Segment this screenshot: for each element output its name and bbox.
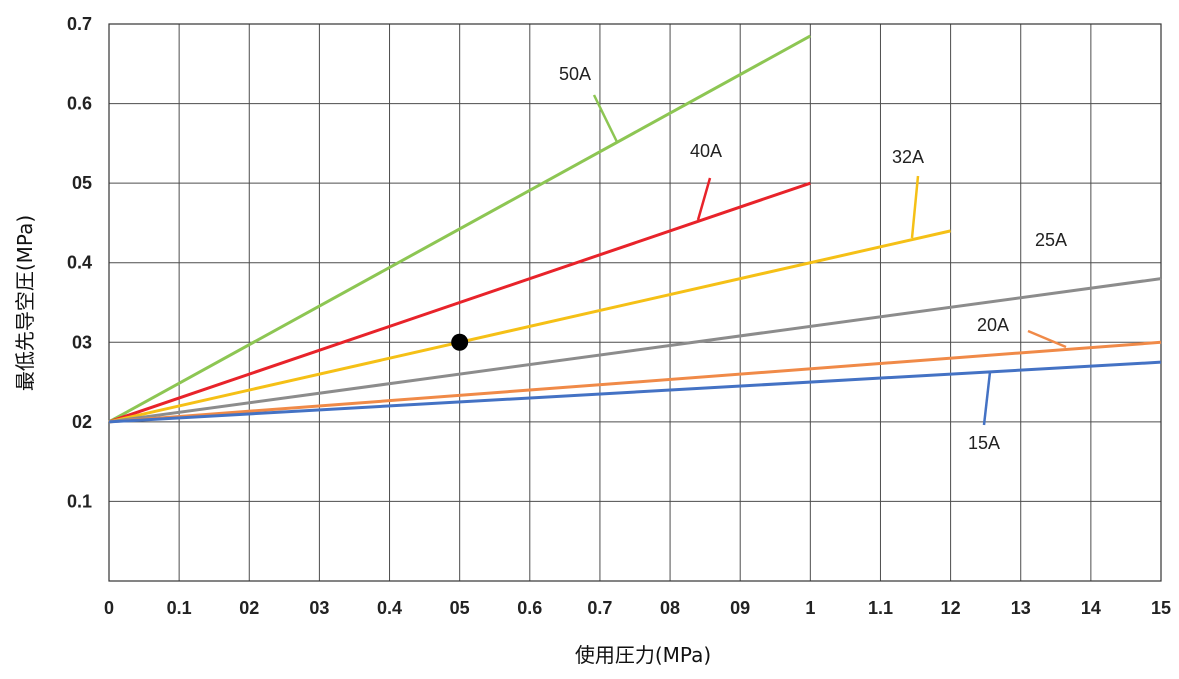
x-tick-label: 0	[104, 598, 114, 618]
series-label-40a: 40A	[690, 141, 722, 161]
x-tick-label: 14	[1081, 598, 1101, 618]
y-tick-label: 03	[72, 332, 92, 352]
series-label-20a: 20A	[977, 315, 1009, 335]
x-axis-title: 使用圧力(MPa)	[575, 643, 711, 667]
x-tick-label: 15	[1151, 598, 1171, 618]
series-line-20a	[108, 340, 1162, 424]
series-leader-lines	[592, 94, 1067, 426]
leader-line-20a	[1027, 329, 1067, 349]
series-lines	[108, 34, 1162, 424]
series-label-32a: 32A	[892, 147, 924, 167]
leader-line-32a	[910, 175, 920, 239]
series-line-32a	[108, 229, 951, 424]
y-tick-label: 0.1	[67, 491, 92, 511]
leader-line-15a	[982, 371, 992, 426]
y-tick-labels: 0.1 02 03 0.4 05 0.6 0.7	[67, 14, 92, 511]
axes	[108, 23, 1162, 582]
x-tick-label: 02	[239, 598, 259, 618]
x-tick-label: 0.6	[517, 598, 542, 618]
y-tick-label: 05	[72, 173, 92, 193]
x-tick-label: 12	[941, 598, 961, 618]
leader-line-50a	[592, 94, 619, 143]
series-label-25a: 25A	[1035, 230, 1067, 250]
x-tick-label: 08	[660, 598, 680, 618]
data-points	[451, 333, 469, 351]
x-tick-label: 0.4	[377, 598, 402, 618]
x-tick-labels: 0 0.1 02 03 0.4 05 0.6 0.7 08 09 1 1.1 12 13 14 15	[104, 598, 1171, 618]
series-line-40a	[108, 181, 811, 424]
plot-frame	[108, 23, 1162, 582]
series-line-50a	[108, 34, 812, 424]
x-tick-label: 1.1	[868, 598, 893, 618]
x-tick-label: 0.7	[587, 598, 612, 618]
y-tick-label: 0.4	[67, 253, 92, 273]
x-tick-label: 0.1	[167, 598, 192, 618]
series-labels: 50A 40A 32A 25A 20A 15A	[559, 64, 1067, 453]
x-tick-label: 03	[309, 598, 329, 618]
y-tick-label: 02	[72, 412, 92, 432]
series-label-50a: 50A	[559, 64, 591, 84]
series-line-15a	[108, 360, 1162, 424]
x-tick-label: 13	[1011, 598, 1031, 618]
series-label-15a: 15A	[968, 433, 1000, 453]
x-tick-label: 09	[730, 598, 750, 618]
x-tick-label: 05	[450, 598, 470, 618]
series-line-25a	[108, 277, 1162, 424]
y-axis-title: 最低先导空圧(MPa)	[13, 215, 37, 391]
operating-point	[451, 333, 469, 351]
y-tick-label: 0.7	[67, 14, 92, 34]
x-tick-label: 1	[805, 598, 815, 618]
grid	[109, 24, 1161, 581]
leader-line-40a	[696, 177, 712, 221]
y-tick-label: 0.6	[67, 94, 92, 114]
